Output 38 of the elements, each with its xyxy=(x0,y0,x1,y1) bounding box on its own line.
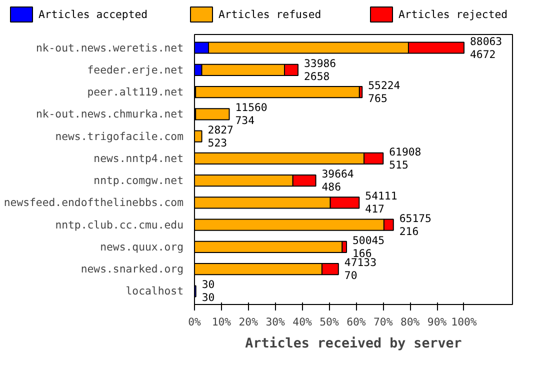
y-tick-label: localhost xyxy=(126,284,184,298)
annotation: 30 30 xyxy=(202,278,215,304)
x-tick-label: 50% xyxy=(320,316,340,328)
y-tick-label: nntp.club.cc.cmu.edu xyxy=(55,218,184,232)
y-tick-label: nk-out.news.chmurka.net xyxy=(36,108,184,121)
annotation: 39664 486 xyxy=(322,168,354,194)
legend-label: Articles accepted xyxy=(38,8,148,21)
y-tick-label: news.trigofacile.com xyxy=(55,130,184,143)
y-tick-label: peer.alt119.net xyxy=(87,86,184,99)
annotation: 65175 216 xyxy=(399,212,432,238)
legend-label: Articles refused xyxy=(218,8,322,21)
x-tick-label: 20% xyxy=(238,316,259,328)
x-tick-label: 90% xyxy=(427,316,448,328)
annotation: 54111 417 xyxy=(365,190,398,216)
annotation: 33986 2658 xyxy=(304,56,336,83)
annotation: 2827 523 xyxy=(208,123,234,150)
y-tick-label: news.nntp4.net xyxy=(94,152,184,165)
legend-label: Articles rejected xyxy=(398,8,508,21)
x-tick-label: 40% xyxy=(292,316,313,328)
x-tick-label: 70% xyxy=(374,316,394,328)
x-tick-label: 80% xyxy=(400,316,420,328)
y-tick-label: news.quux.org xyxy=(100,240,184,254)
annotation: 88063 4672 xyxy=(470,34,502,61)
annotation: 55224 765 xyxy=(368,79,400,106)
annotation: 61908 515 xyxy=(389,145,422,172)
x-tick-label: 10% xyxy=(212,316,232,328)
y-tick-label: nk-out.news.weretis.net xyxy=(36,41,184,54)
annotation: 11560 734 xyxy=(235,101,268,128)
y-tick-label: newsfeed.endofthelinebbs.com xyxy=(4,196,184,210)
y-tick-label: feeder.erje.net xyxy=(87,63,184,76)
x-tick-label: 60% xyxy=(346,316,366,328)
y-tick-label: news.snarked.org xyxy=(80,262,184,276)
y-tick-label: nntp.comgw.net xyxy=(94,174,184,188)
x-tick-label: 30% xyxy=(266,316,286,328)
x-tick-label: 100% xyxy=(451,316,478,328)
x-axis-title: Articles received by server xyxy=(245,336,462,352)
x-tick-label: 0% xyxy=(188,316,202,328)
annotation: 47133 70 xyxy=(344,256,376,282)
